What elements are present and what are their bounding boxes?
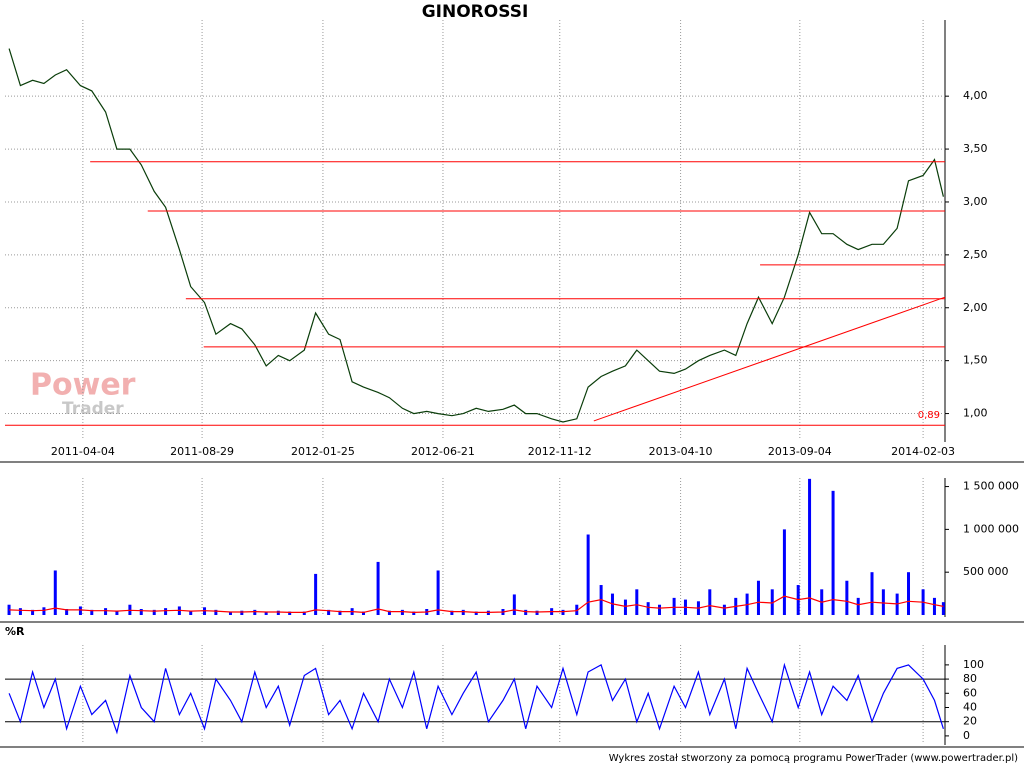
trend-line [593,296,946,422]
bar [575,604,579,615]
x-tick-label: 2012-11-12 [528,445,592,458]
bar [412,611,416,615]
bar [831,490,835,615]
bar [139,609,143,615]
bar [104,608,108,615]
footer: Wykres został stworzony za pomocą progra… [609,753,1018,764]
y-tick-label: 1,50 [963,354,988,367]
bar [932,597,936,615]
x-tick-label: 2014-02-03 [891,445,955,458]
bar [376,561,380,615]
bar [856,597,860,615]
bar [189,610,193,615]
bar [881,589,885,615]
line [8,662,944,735]
bar [240,610,244,615]
bar [78,606,82,615]
bar [327,609,331,615]
bar [708,589,712,615]
bar [561,609,565,615]
bar [276,610,280,615]
x-tick-label: 2013-09-04 [768,445,832,458]
y-tick-label: 1 000 000 [963,522,1019,535]
y-tick-label: 20 [963,715,977,728]
chart-title: GINOROSSI [422,2,529,22]
bar [722,604,726,615]
bar [658,604,662,615]
x-tick-label: 2012-01-25 [291,445,355,458]
bar [264,611,268,615]
y-tick-label: 500 000 [963,565,1009,578]
bar [646,602,650,615]
bar [808,478,812,615]
bar [361,611,365,615]
bar [90,609,94,615]
bar [907,572,911,615]
bar [535,610,539,615]
bar [400,609,404,615]
bar [7,604,11,615]
bar [338,610,342,615]
watermark: Trader [62,399,124,419]
bar [586,534,590,615]
bar [941,602,945,615]
bar [31,609,35,615]
bar [870,572,874,615]
y-tick-label: 40 [963,700,977,713]
average-line [9,595,944,614]
bar [53,570,57,615]
bar [450,610,454,615]
bar [302,611,306,615]
level-label: 0,89 [918,410,940,421]
bar [782,529,786,615]
line [8,48,944,423]
bar [152,609,156,615]
bar [164,608,168,615]
bar [512,594,516,615]
bar [228,611,232,615]
bar [436,570,440,615]
y-tick-label: 100 [963,658,984,671]
bar [756,580,760,615]
bar [18,608,22,615]
panel-title: %R [5,625,25,638]
y-tick-label: 1,00 [963,407,988,420]
bar [288,611,292,615]
y-tick-label: 1 500 000 [963,480,1019,493]
bar [387,610,391,615]
watermark: Power [30,368,136,403]
x-tick-label: 2011-04-04 [51,445,115,458]
x-tick-label: 2013-04-10 [649,445,713,458]
y-tick-label: 80 [963,672,977,685]
bar [474,611,478,615]
bar [635,589,639,615]
y-tick-label: 3,50 [963,142,988,155]
bar [623,599,627,615]
bar [253,609,257,615]
bar [845,580,849,615]
bar [461,609,465,615]
bar [672,597,676,615]
y-tick-label: 2,50 [963,248,988,261]
y-tick-label: 3,00 [963,195,988,208]
y-tick-label: 2,00 [963,301,988,314]
bar [314,573,318,615]
y-tick-label: 60 [963,686,977,699]
bar [42,607,46,615]
bar [115,610,119,615]
y-tick-label: 4,00 [963,89,988,102]
x-tick-label: 2012-06-21 [411,445,475,458]
bar [214,609,218,615]
bar [524,609,528,615]
y-tick-label: 0 [963,729,970,742]
x-tick-label: 2011-08-29 [170,445,234,458]
bar [65,609,69,615]
bar [770,589,774,615]
